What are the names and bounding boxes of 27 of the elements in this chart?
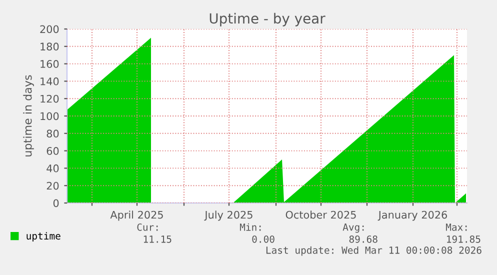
- y-tick-label: 140: [40, 77, 59, 86]
- text: Last update: Wed Mar 11 00:00:08 2026: [266, 246, 482, 256]
- text: Min:: [240, 223, 261, 231]
- text: 191.85: [447, 235, 480, 243]
- y-axis-title: uptime in days: [23, 75, 34, 156]
- y-tick-label: 0: [53, 199, 59, 208]
- text: 11.15: [144, 236, 172, 243]
- text: Avg:: [342, 224, 364, 233]
- y-tick-label: 80: [46, 130, 59, 138]
- chart-title: Uptime - by year: [210, 12, 326, 26]
- y-tick-label: 60: [46, 147, 59, 155]
- y-tick-label: 40: [46, 164, 59, 172]
- x-tick-label: January 2026: [378, 210, 447, 221]
- x-tick-label: July 2025: [204, 210, 252, 221]
- y-tick-label: 200: [40, 25, 59, 34]
- y-tick-label: 20: [46, 182, 59, 190]
- text: 0.00: [252, 235, 274, 243]
- text: Cur:: [137, 223, 158, 231]
- y-tick-label: 100: [40, 112, 59, 120]
- x-tick-label: April 2025: [110, 210, 163, 221]
- x-tick-label: October 2025: [286, 210, 356, 219]
- legend-label: uptime: [26, 232, 60, 242]
- y-tick-label: 120: [40, 94, 59, 103]
- y-tick-label: 180: [40, 42, 59, 51]
- text: Max:: [446, 224, 467, 231]
- text: 89.68: [349, 235, 378, 243]
- y-tick-label: 160: [40, 60, 59, 68]
